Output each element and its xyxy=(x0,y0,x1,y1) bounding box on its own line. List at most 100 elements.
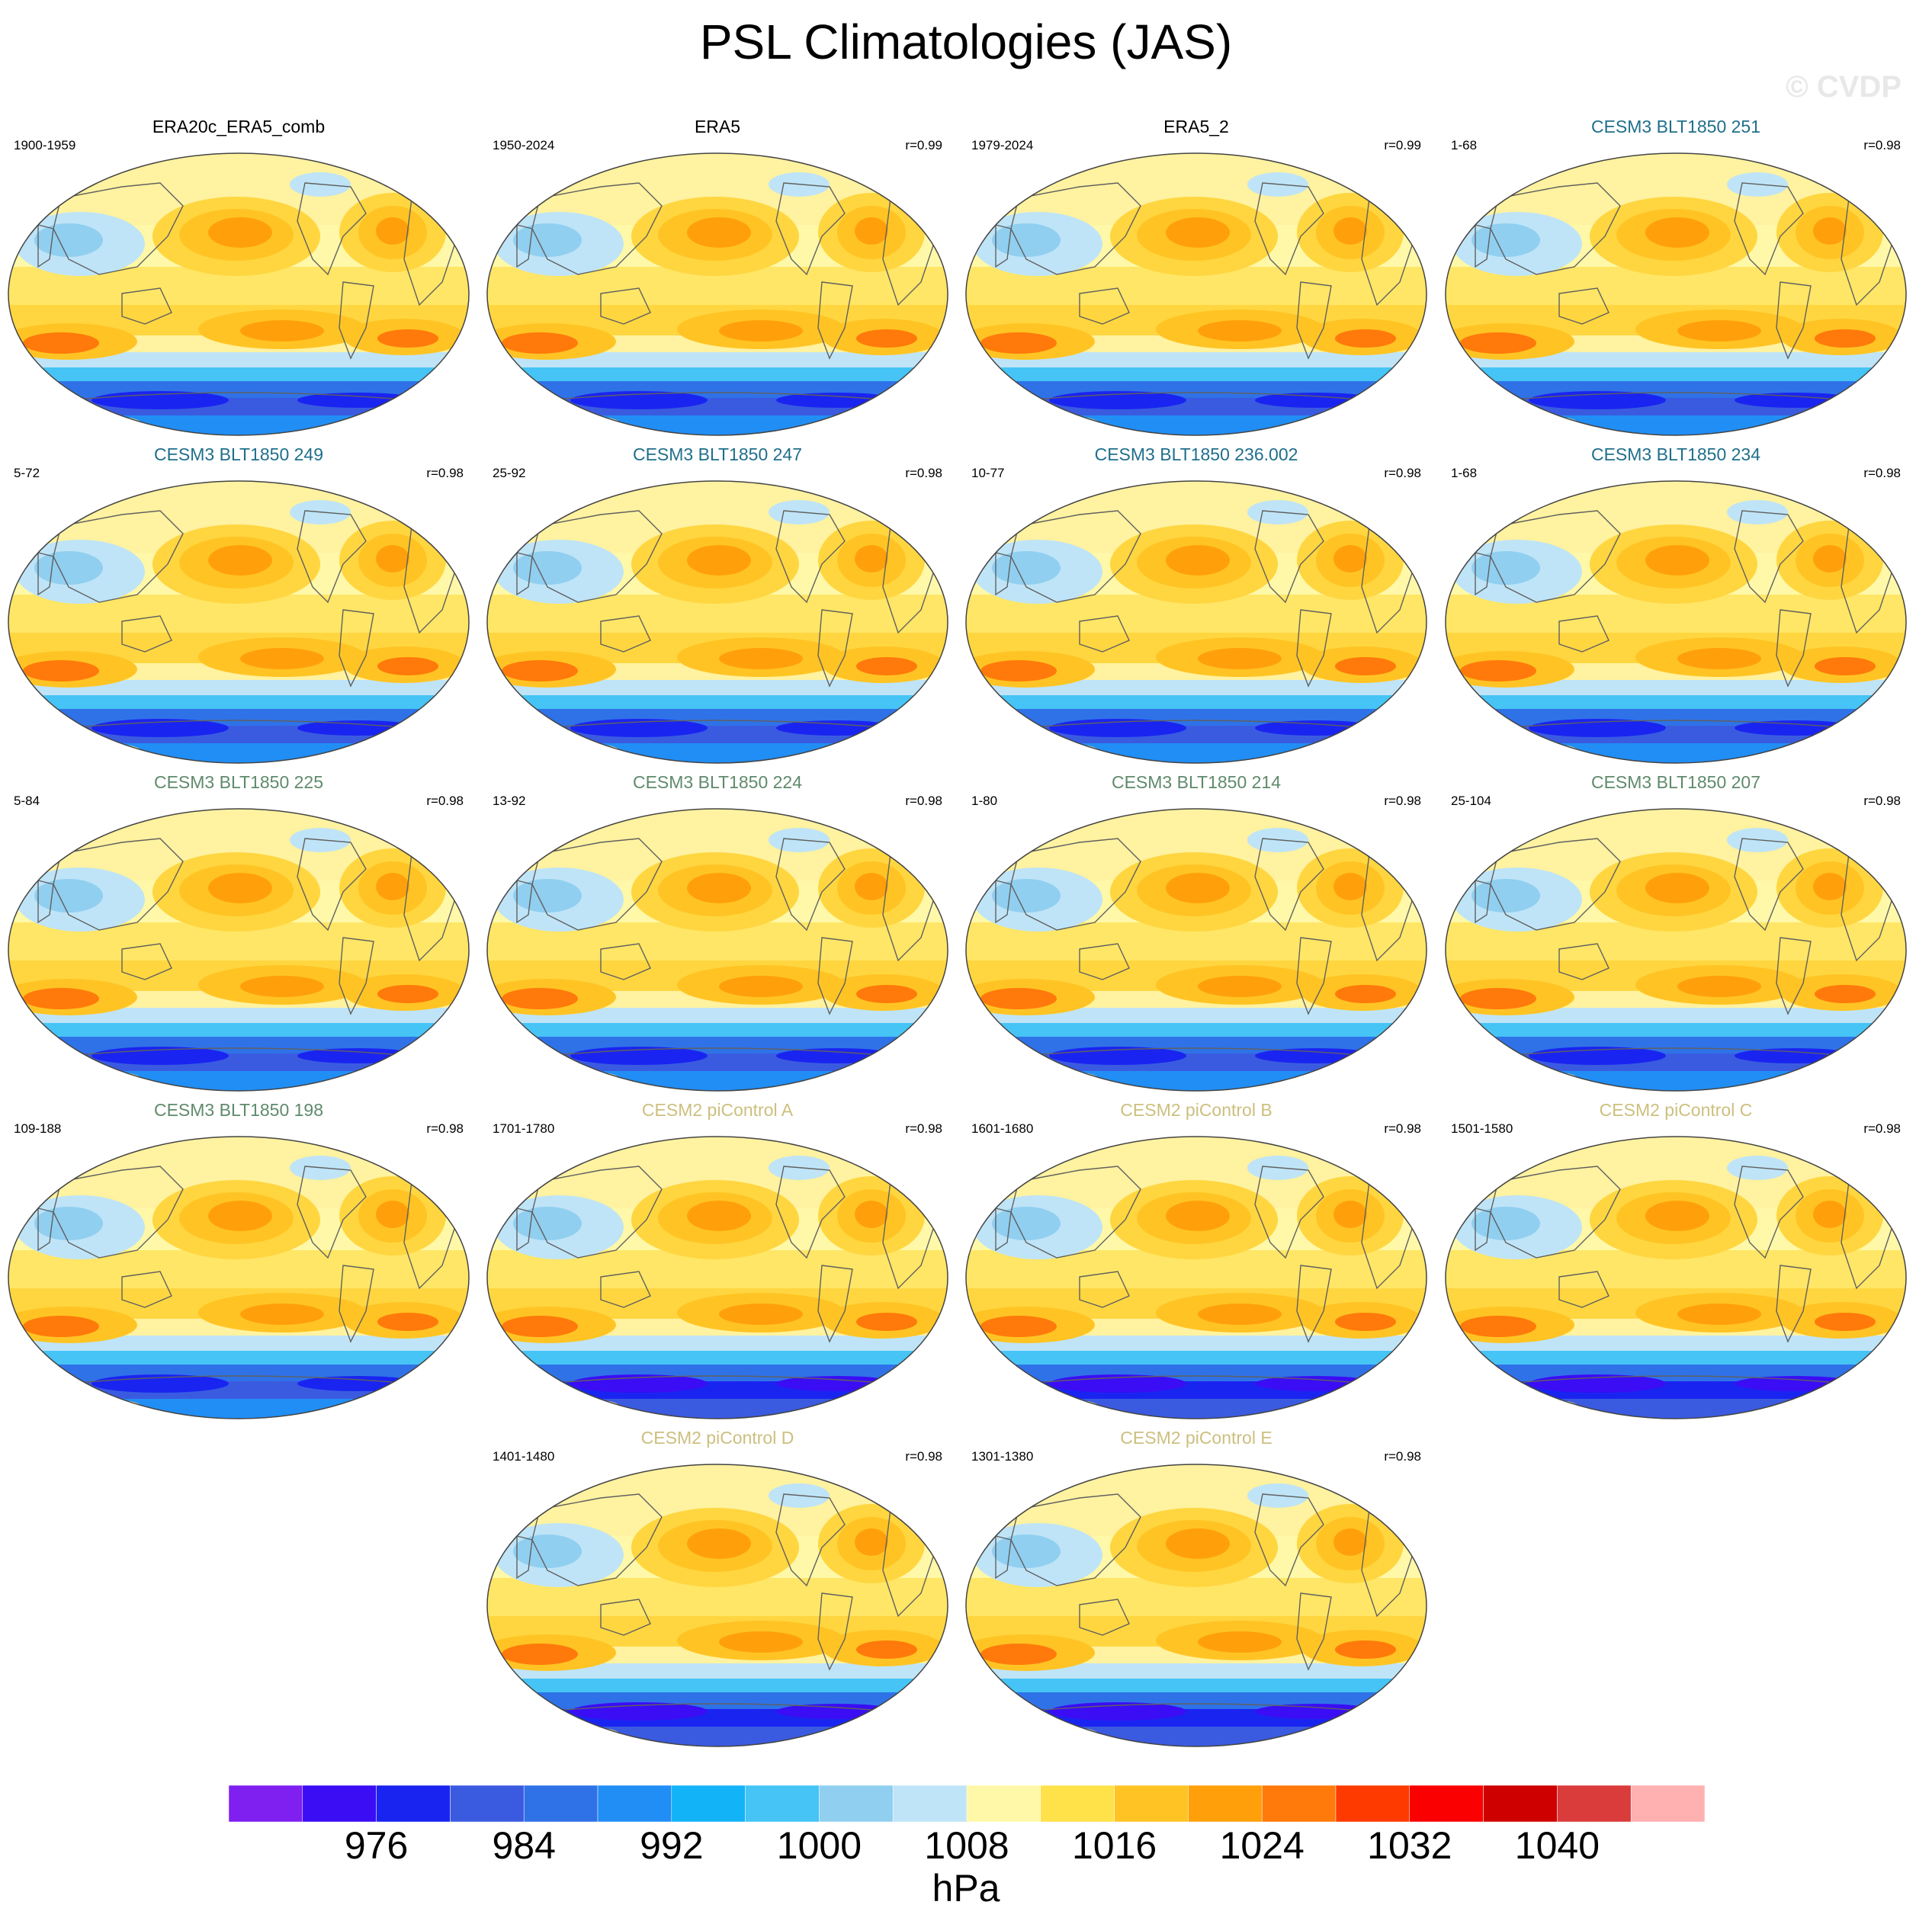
map-panel: CESM3 BLT1850 225 5-84 r=0.98 xyxy=(0,772,477,1095)
panel-correlation: r=0.98 xyxy=(1863,138,1901,152)
panel-title: CESM3 BLT1850 214 xyxy=(1111,772,1282,792)
panel-correlation: r=0.98 xyxy=(426,794,464,808)
panel-correlation: r=0.98 xyxy=(1863,466,1901,480)
panel-years: 1601-1680 xyxy=(971,1121,1034,1136)
map-panel: CESM3 BLT1850 224 13-92 r=0.98 xyxy=(479,772,956,1095)
map-panel: CESM3 BLT1850 249 5-72 r=0.98 xyxy=(0,444,477,767)
panel-title: CESM3 BLT1850 207 xyxy=(1590,772,1761,792)
psl-map xyxy=(965,1464,1427,1747)
panel-title: CESM3 BLT1850 236.002 xyxy=(1094,444,1298,464)
colorbar-tick-label: 1000 xyxy=(776,1824,862,1867)
colorbar-swatch xyxy=(966,1785,1041,1822)
panel-years: 1401-1480 xyxy=(493,1449,555,1464)
map-panel: CESM3 BLT1850 234 1-68 r=0.98 xyxy=(1437,444,1914,767)
colorbar-swatch xyxy=(1261,1785,1337,1822)
psl-map xyxy=(1445,152,1907,436)
psl-map xyxy=(8,480,470,764)
watermark: © CVDP xyxy=(1786,70,1902,104)
colorbar-swatch xyxy=(597,1785,672,1822)
psl-map xyxy=(486,808,948,1092)
psl-map xyxy=(8,152,470,436)
colorbar-tick-label: 1008 xyxy=(924,1824,1009,1867)
map-panel: CESM3 BLT1850 251 1-68 r=0.98 xyxy=(1437,117,1914,439)
panel-correlation: r=0.98 xyxy=(1384,1121,1421,1136)
colorbar-swatch xyxy=(1557,1785,1632,1822)
panel-correlation: r=0.98 xyxy=(1863,794,1901,808)
panel-title: ERA5 xyxy=(694,117,741,136)
colorbar-swatch xyxy=(1188,1785,1263,1822)
map-panel: CESM2 piControl B 1601-1680 r=0.98 xyxy=(958,1100,1435,1422)
panel-title: CESM3 BLT1850 249 xyxy=(153,444,324,464)
panel-correlation: r=0.98 xyxy=(1384,794,1421,808)
colorbar-swatch xyxy=(892,1785,968,1822)
colorbar-swatch xyxy=(1630,1785,1705,1822)
psl-map xyxy=(1445,480,1907,764)
panel-correlation: r=0.98 xyxy=(905,1449,942,1464)
panel-years: 25-104 xyxy=(1451,794,1491,808)
colorbar-swatch xyxy=(1335,1785,1410,1822)
psl-map xyxy=(965,808,1427,1092)
colorbar-swatch xyxy=(523,1785,599,1822)
colorbar-swatch xyxy=(376,1785,451,1822)
colorbar xyxy=(229,1785,1705,1822)
colorbar-swatch xyxy=(671,1785,746,1822)
colorbar-swatch xyxy=(1409,1785,1484,1822)
panel-years: 1979-2024 xyxy=(971,138,1034,152)
panel-years: 1301-1380 xyxy=(971,1449,1034,1464)
colorbar-swatch xyxy=(450,1785,525,1822)
panel-title: CESM2 piControl E xyxy=(1120,1428,1272,1448)
panel-years: 1-68 xyxy=(1451,138,1478,152)
colorbar-swatch xyxy=(229,1785,303,1822)
panel-years: 1-80 xyxy=(971,794,998,808)
panel-years: 1900-1959 xyxy=(14,138,76,152)
map-panel: ERA5_2 1979-2024 r=0.99 xyxy=(958,117,1435,439)
colorbar-swatch xyxy=(302,1785,377,1822)
colorbar-tick-label: 976 xyxy=(344,1824,409,1867)
colorbar-swatch xyxy=(819,1785,894,1822)
panel-title: CESM3 BLT1850 234 xyxy=(1590,444,1761,464)
panel-correlation: r=0.98 xyxy=(1384,466,1421,480)
colorbar-tick-label: 1024 xyxy=(1219,1824,1305,1867)
panel-title: CESM2 piControl A xyxy=(641,1100,794,1120)
panel-correlation: r=0.99 xyxy=(1384,138,1421,152)
panel-title: CESM2 piControl B xyxy=(1120,1100,1272,1120)
figure-title: PSL Climatologies (JAS) xyxy=(699,14,1233,69)
map-panel: CESM3 BLT1850 214 1-80 r=0.98 xyxy=(958,772,1435,1095)
psl-map xyxy=(965,480,1427,764)
map-panel: ERA20c_ERA5_comb 1900-1959 xyxy=(0,117,477,439)
panel-correlation: r=0.98 xyxy=(905,1121,942,1136)
panel-correlation: r=0.98 xyxy=(426,1121,464,1136)
colorbar-swatch xyxy=(1483,1785,1558,1822)
psl-map xyxy=(486,480,948,764)
colorbar-tick-label: 1016 xyxy=(1071,1824,1157,1867)
panel-years: 5-84 xyxy=(14,794,40,808)
colorbar-units: hPa xyxy=(932,1867,1000,1910)
colorbar-swatch xyxy=(1114,1785,1189,1822)
panel-correlation: r=0.98 xyxy=(905,794,942,808)
panel-years: 13-92 xyxy=(493,794,526,808)
psl-map xyxy=(965,152,1427,436)
colorbar-swatch xyxy=(1040,1785,1115,1822)
map-panel: CESM2 piControl C 1501-1580 r=0.98 xyxy=(1437,1100,1914,1422)
panel-title: ERA20c_ERA5_comb xyxy=(152,117,326,136)
panel-title: CESM2 piControl D xyxy=(640,1428,794,1448)
panel-correlation: r=0.98 xyxy=(905,466,942,480)
panel-years: 1701-1780 xyxy=(493,1121,555,1136)
psl-map xyxy=(8,808,470,1092)
panel-title: CESM2 piControl C xyxy=(1599,1100,1753,1120)
colorbar-tick-label: 1040 xyxy=(1514,1824,1600,1867)
panel-title: ERA5_2 xyxy=(1163,117,1229,136)
panel-years: 5-72 xyxy=(14,466,40,480)
map-panel: CESM3 BLT1850 236.002 10-77 r=0.98 xyxy=(958,444,1435,767)
map-panel: CESM3 BLT1850 198 109-188 r=0.98 xyxy=(0,1100,477,1422)
psl-map xyxy=(8,1136,470,1419)
panel-years: 1501-1580 xyxy=(1451,1121,1513,1136)
psl-map xyxy=(1445,1136,1907,1419)
panel-title: CESM3 BLT1850 251 xyxy=(1590,117,1761,136)
panel-years: 1950-2024 xyxy=(493,138,555,152)
map-panel: CESM3 BLT1850 247 25-92 r=0.98 xyxy=(479,444,956,767)
colorbar-tick-label: 984 xyxy=(492,1824,556,1867)
panel-years: 25-92 xyxy=(493,466,526,480)
map-panel: ERA5 1950-2024 r=0.99 xyxy=(479,117,956,439)
map-panel: CESM3 BLT1850 207 25-104 r=0.98 xyxy=(1437,772,1914,1095)
